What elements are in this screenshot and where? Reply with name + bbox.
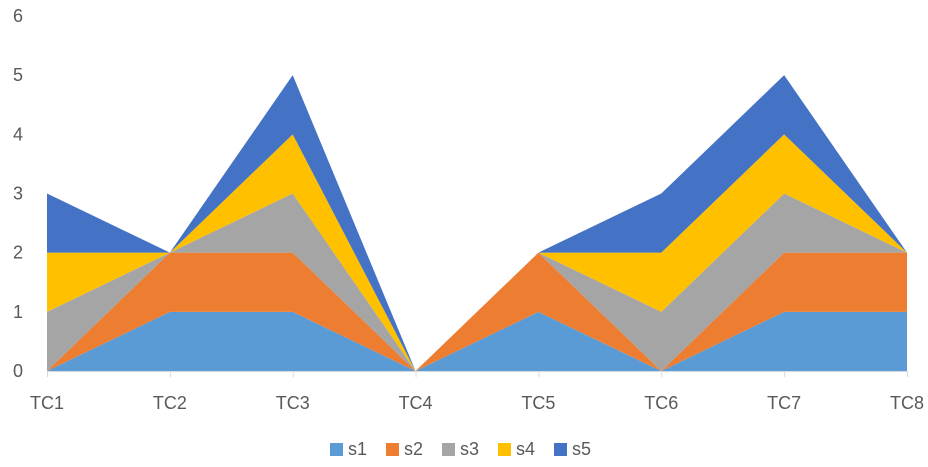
x-axis: TC1 TC2 TC3 TC4 TC5 TC6 TC7 TC8 — [30, 371, 924, 413]
legend-item-s2: s2 — [386, 439, 423, 459]
y-tick-label: 1 — [13, 302, 23, 322]
y-tick-label: 5 — [13, 65, 23, 85]
x-tick-label: TC1 — [30, 393, 64, 413]
legend-item-s5: s5 — [554, 439, 591, 459]
x-tick-label: TC5 — [521, 393, 555, 413]
legend-label: s1 — [348, 439, 367, 459]
legend-label: s5 — [572, 439, 591, 459]
legend-label: s3 — [460, 439, 479, 459]
y-axis: 0 1 2 3 4 5 6 — [13, 6, 23, 381]
area-series-s5 — [47, 75, 907, 372]
area-series-s1 — [47, 311, 907, 371]
x-tick-label: TC8 — [890, 393, 924, 413]
y-tick-label: 2 — [13, 243, 23, 263]
y-tick-label: 4 — [13, 124, 23, 144]
x-tick-label: TC3 — [276, 393, 310, 413]
legend-item-s4: s4 — [498, 439, 535, 459]
legend-item-s3: s3 — [442, 439, 479, 459]
area-series-s4 — [47, 134, 907, 371]
x-tick-label: TC6 — [644, 393, 678, 413]
area-series-s3 — [47, 193, 907, 371]
area-series-s2 — [47, 252, 907, 371]
x-tick-label: TC4 — [399, 393, 433, 413]
legend-swatch — [330, 443, 343, 456]
y-tick-label: 0 — [13, 361, 23, 381]
legend-swatch — [498, 443, 511, 456]
legend-swatch — [554, 443, 567, 456]
legend-swatch — [442, 443, 455, 456]
y-tick-label: 6 — [13, 6, 23, 26]
legend-item-s1: s1 — [330, 439, 367, 459]
x-tick-label: TC7 — [767, 393, 801, 413]
legend-label: s2 — [404, 439, 423, 459]
series-areas — [47, 75, 907, 372]
legend-swatch — [386, 443, 399, 456]
legend-label: s4 — [516, 439, 535, 459]
legend: s1 s2 s3 s4 s5 — [330, 439, 591, 459]
x-tick-label: TC2 — [153, 393, 187, 413]
y-tick-label: 3 — [13, 184, 23, 204]
